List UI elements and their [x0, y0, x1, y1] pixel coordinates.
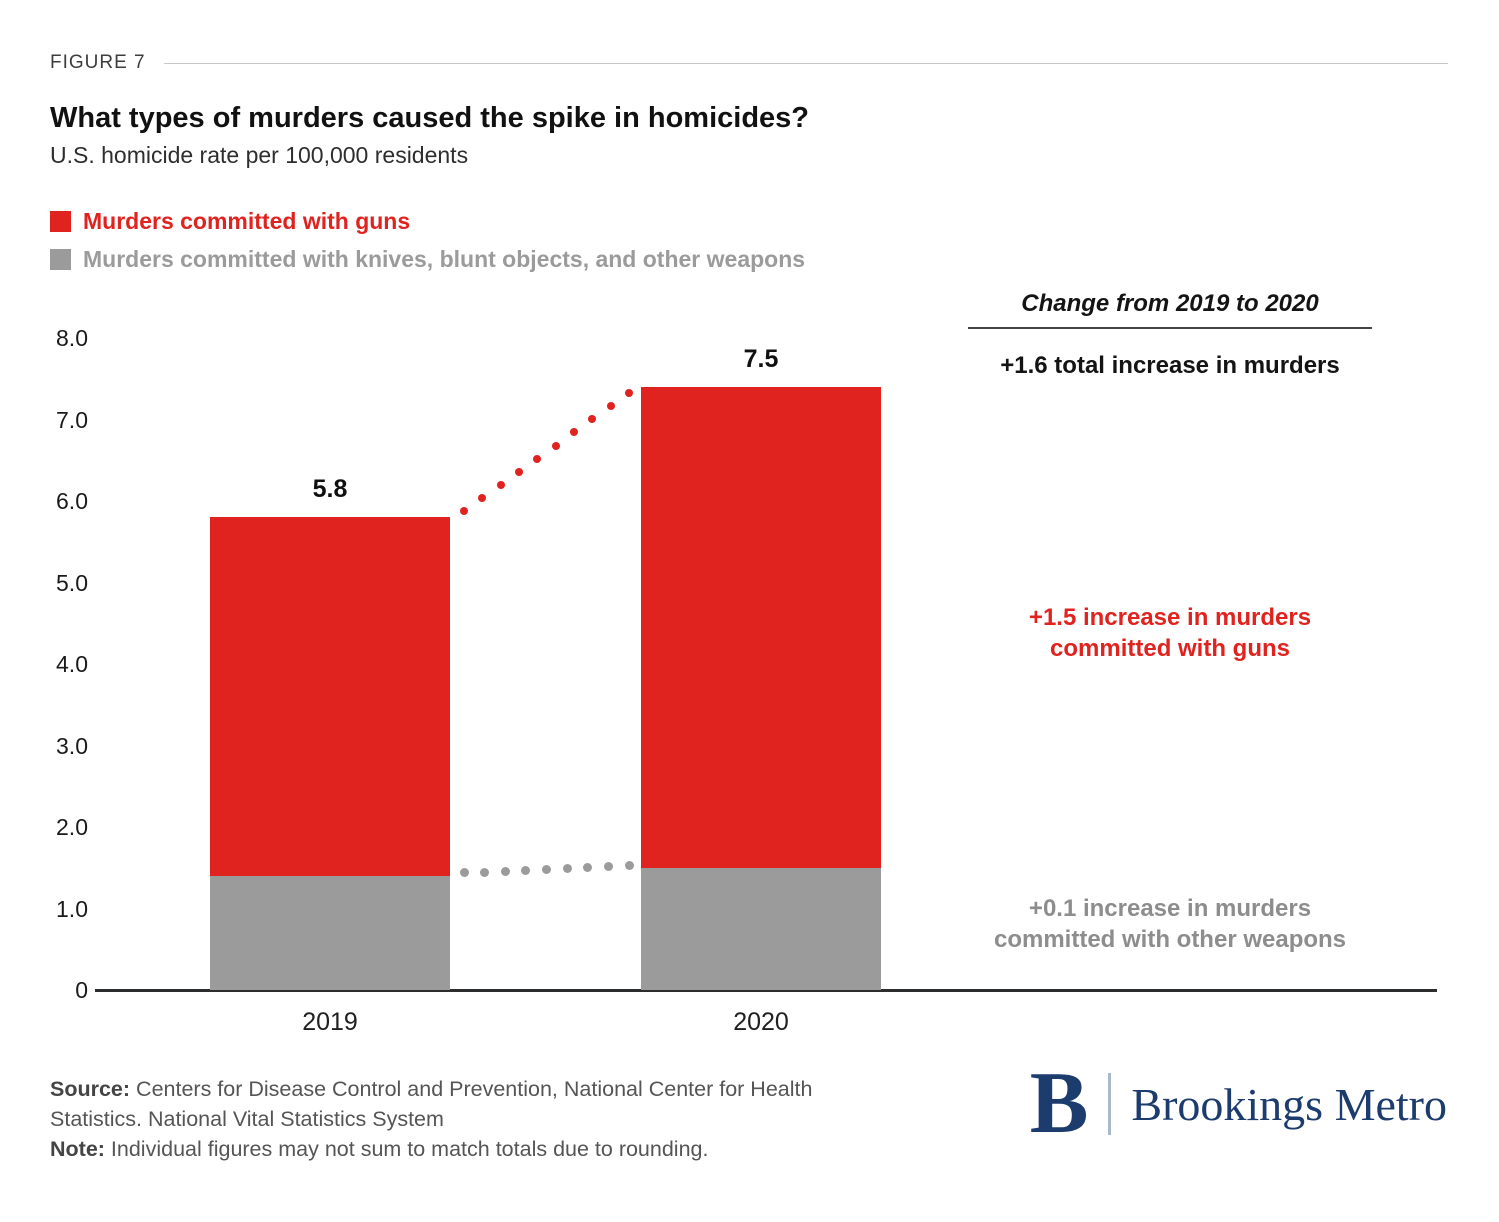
- other-weapons-connector-dot: [500, 866, 510, 876]
- annotation-total: +1.6 total increase in murders: [1000, 352, 1340, 379]
- bar-segment-other-weapons: [641, 867, 881, 990]
- legend: Murders committed with guns Murders comm…: [50, 208, 805, 284]
- other-weapons-connector-dot: [583, 863, 593, 873]
- y-axis-tick-label: 2.0: [56, 814, 88, 840]
- y-axis-tick-label: 6.0: [56, 488, 88, 514]
- annotation-other: +0.1 increase in murders committed with …: [993, 895, 1347, 953]
- other-weapons-connector-dot: [480, 867, 490, 877]
- legend-label-other-weapons: Murders committed with knives, blunt obj…: [83, 246, 806, 272]
- source-label: Source:: [50, 1077, 131, 1101]
- brookings-b-icon: B: [1029, 1055, 1089, 1152]
- annotation-heading: Change from 2019 to 2020: [1021, 290, 1319, 317]
- brand-divider: [1108, 1073, 1112, 1135]
- total-connector-dot: [625, 388, 633, 397]
- total-connector-dot: [533, 454, 542, 463]
- x-axis-line: [95, 989, 1437, 992]
- figure-header: FIGURE 7: [50, 52, 1448, 74]
- other-weapons-connector-dot: [521, 865, 531, 875]
- bar-segment-guns: [641, 386, 881, 868]
- source-text: Centers for Disease Control and Preventi…: [50, 1077, 813, 1131]
- other-weapons-connector-dot: [542, 864, 551, 874]
- legend-swatch-guns: [50, 211, 71, 232]
- bar-total-label: 5.8: [312, 475, 348, 504]
- y-axis-tick-label: 0: [75, 977, 88, 1003]
- total-connector-dot: [478, 494, 487, 503]
- legend-label-guns: Murders committed with guns: [83, 208, 411, 234]
- y-axis-tick-label: 8.0: [56, 325, 88, 351]
- brookings-logo: B Brookings Metro: [1029, 1055, 1447, 1152]
- y-axis-tick-label: 5.0: [56, 569, 88, 596]
- x-axis-category-label: 2019: [302, 1008, 358, 1036]
- figure-rule: [163, 62, 1448, 64]
- x-axis-category-label: 2020: [733, 1008, 789, 1036]
- total-connector-dot: [496, 480, 505, 489]
- note-label: Note:: [50, 1137, 105, 1161]
- other-weapons-connector-dot: [603, 862, 613, 872]
- y-axis-tick-label: 4.0: [56, 651, 88, 677]
- legend-swatch-other-weapons: [50, 249, 71, 270]
- legend-item-guns: Murders committed with guns: [50, 208, 805, 235]
- y-axis-tick-label: 7.0: [56, 406, 88, 433]
- figure-label: FIGURE 7: [50, 52, 146, 73]
- bar-segment-guns: [210, 517, 450, 876]
- chart-title: What types of murders caused the spike i…: [50, 102, 810, 134]
- note-text: Individual figures may not sum to match …: [110, 1137, 709, 1161]
- bar-segment-other-weapons: [210, 875, 450, 990]
- legend-item-other-weapons: Murders committed with knives, blunt obj…: [50, 246, 805, 273]
- total-connector-dot: [551, 441, 560, 450]
- y-axis-tick-label: 3.0: [56, 732, 88, 759]
- y-axis-tick-label: 1.0: [56, 895, 88, 922]
- other-weapons-connector-dot: [562, 863, 572, 873]
- total-connector-dot: [570, 428, 578, 437]
- note-line: Note: Individual figures may not sum to …: [50, 1134, 895, 1164]
- annotation-guns: +1.5 increase in murders committed with …: [1028, 604, 1312, 662]
- brand-name: Brookings Metro: [1131, 1078, 1447, 1130]
- total-connector-dot: [515, 467, 523, 476]
- other-weapons-connector-dot: [459, 868, 469, 878]
- source-note: Source: Centers for Disease Control and …: [50, 1074, 895, 1164]
- annotation-heading-rule: [968, 327, 1372, 329]
- source-line: Source: Centers for Disease Control and …: [50, 1074, 895, 1134]
- total-connector-dot: [588, 415, 597, 424]
- other-weapons-connector-dot: [624, 861, 634, 871]
- total-connector-dot: [606, 402, 615, 411]
- chart-subtitle: U.S. homicide rate per 100,000 residents: [50, 142, 469, 168]
- total-connector-dot: [460, 507, 468, 516]
- bar-total-label: 7.5: [743, 344, 779, 373]
